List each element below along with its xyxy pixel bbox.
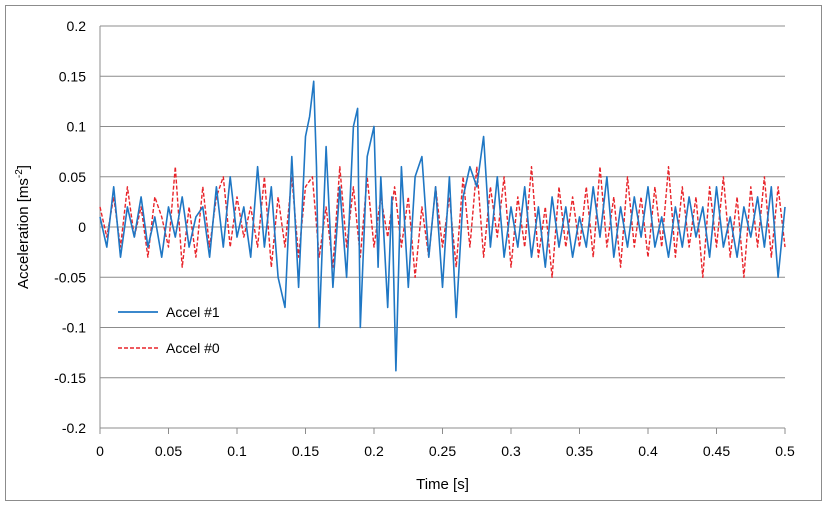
x-tick-label: 0.2	[364, 443, 384, 459]
grid-lines	[99, 25, 785, 429]
x-tick-label: 0.25	[429, 443, 456, 459]
y-tick-label: 0.05	[59, 169, 86, 185]
x-tick-label: 0.35	[566, 443, 593, 459]
y-tick-labels: -0.2 -0.15 -0.1 -0.05 0 0.05 0.1 0.15 0.2	[54, 18, 86, 436]
y-tick-label: 0.2	[67, 18, 87, 34]
x-tick-label: 0.5	[775, 443, 795, 459]
y-axis-title-close: ]	[15, 165, 32, 169]
y-tick-label: 0	[78, 219, 86, 235]
y-axis-title-main: Acceleration [ms	[15, 178, 32, 289]
y-tick-label: 0.15	[59, 68, 86, 84]
x-tick-label: 0.15	[292, 443, 319, 459]
y-tick-label: 0.1	[67, 119, 87, 135]
y-tick-label: -0.2	[62, 420, 86, 436]
series-line-accel-0	[99, 165, 786, 278]
y-tick-label: -0.1	[62, 320, 86, 336]
x-axis: 0 0.05 0.1 0.15 0.2 0.25 0.3 0.35 0.4 0.45 0.5	[96, 428, 795, 459]
y-axis-title-sup: -2	[14, 169, 25, 178]
x-tick-label: 0.45	[703, 443, 730, 459]
y-tick-label: -0.05	[54, 269, 86, 285]
legend-label-accel-1: Accel #1	[166, 304, 220, 320]
x-axis-title: Time [s]	[416, 476, 469, 493]
x-tick-label: 0.05	[155, 443, 182, 459]
chart-frame: -0.2 -0.15 -0.1 -0.05 0 0.05 0.1 0.15 0.2 0 0.05 0…	[5, 5, 822, 501]
series-line-accel-1	[99, 80, 786, 372]
legend: Accel #1 Accel #0	[118, 304, 220, 356]
series-layer	[99, 80, 786, 372]
legend-label-accel-0: Accel #0	[166, 340, 220, 356]
x-tick-label: 0	[96, 443, 104, 459]
x-tick-label: 0.3	[501, 443, 521, 459]
x-tick-label: 0.1	[227, 443, 247, 459]
x-tick-label: 0.4	[638, 443, 658, 459]
y-tick-label: -0.15	[54, 370, 86, 386]
y-axis-title: Acceleration [ms-2]	[14, 165, 32, 289]
